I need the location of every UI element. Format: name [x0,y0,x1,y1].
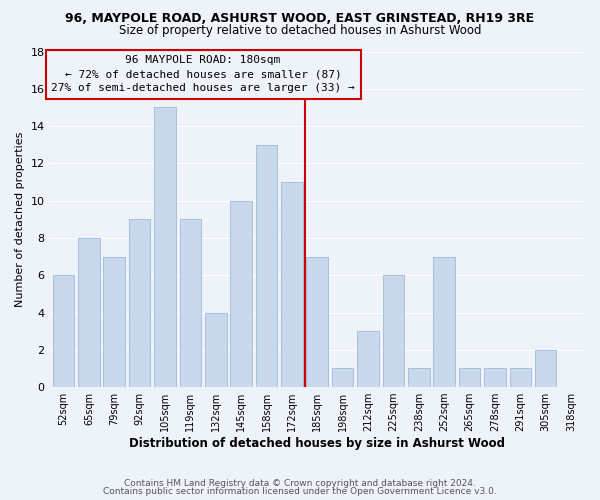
Bar [256,144,277,387]
X-axis label: Distribution of detached houses by size in Ashurst Wood: Distribution of detached houses by size … [129,437,505,450]
Text: Contains HM Land Registry data © Crown copyright and database right 2024.: Contains HM Land Registry data © Crown c… [124,478,476,488]
Bar [383,275,404,387]
Bar [535,350,556,387]
Text: 96 MAYPOLE ROAD: 180sqm
← 72% of detached houses are smaller (87)
27% of semi-de: 96 MAYPOLE ROAD: 180sqm ← 72% of detache… [51,55,355,93]
Bar [509,368,531,387]
Bar [129,220,151,387]
Bar [307,256,328,387]
Bar [205,312,227,387]
Bar [154,108,176,387]
Y-axis label: Number of detached properties: Number of detached properties [15,132,25,307]
Bar [230,200,252,387]
Bar [78,238,100,387]
Bar [53,275,74,387]
Bar [357,331,379,387]
Text: Contains public sector information licensed under the Open Government Licence v3: Contains public sector information licen… [103,487,497,496]
Bar [281,182,302,387]
Bar [433,256,455,387]
Text: 96, MAYPOLE ROAD, ASHURST WOOD, EAST GRINSTEAD, RH19 3RE: 96, MAYPOLE ROAD, ASHURST WOOD, EAST GRI… [65,12,535,26]
Text: Size of property relative to detached houses in Ashurst Wood: Size of property relative to detached ho… [119,24,481,37]
Bar [484,368,506,387]
Bar [332,368,353,387]
Bar [179,220,201,387]
Bar [459,368,481,387]
Bar [103,256,125,387]
Bar [408,368,430,387]
